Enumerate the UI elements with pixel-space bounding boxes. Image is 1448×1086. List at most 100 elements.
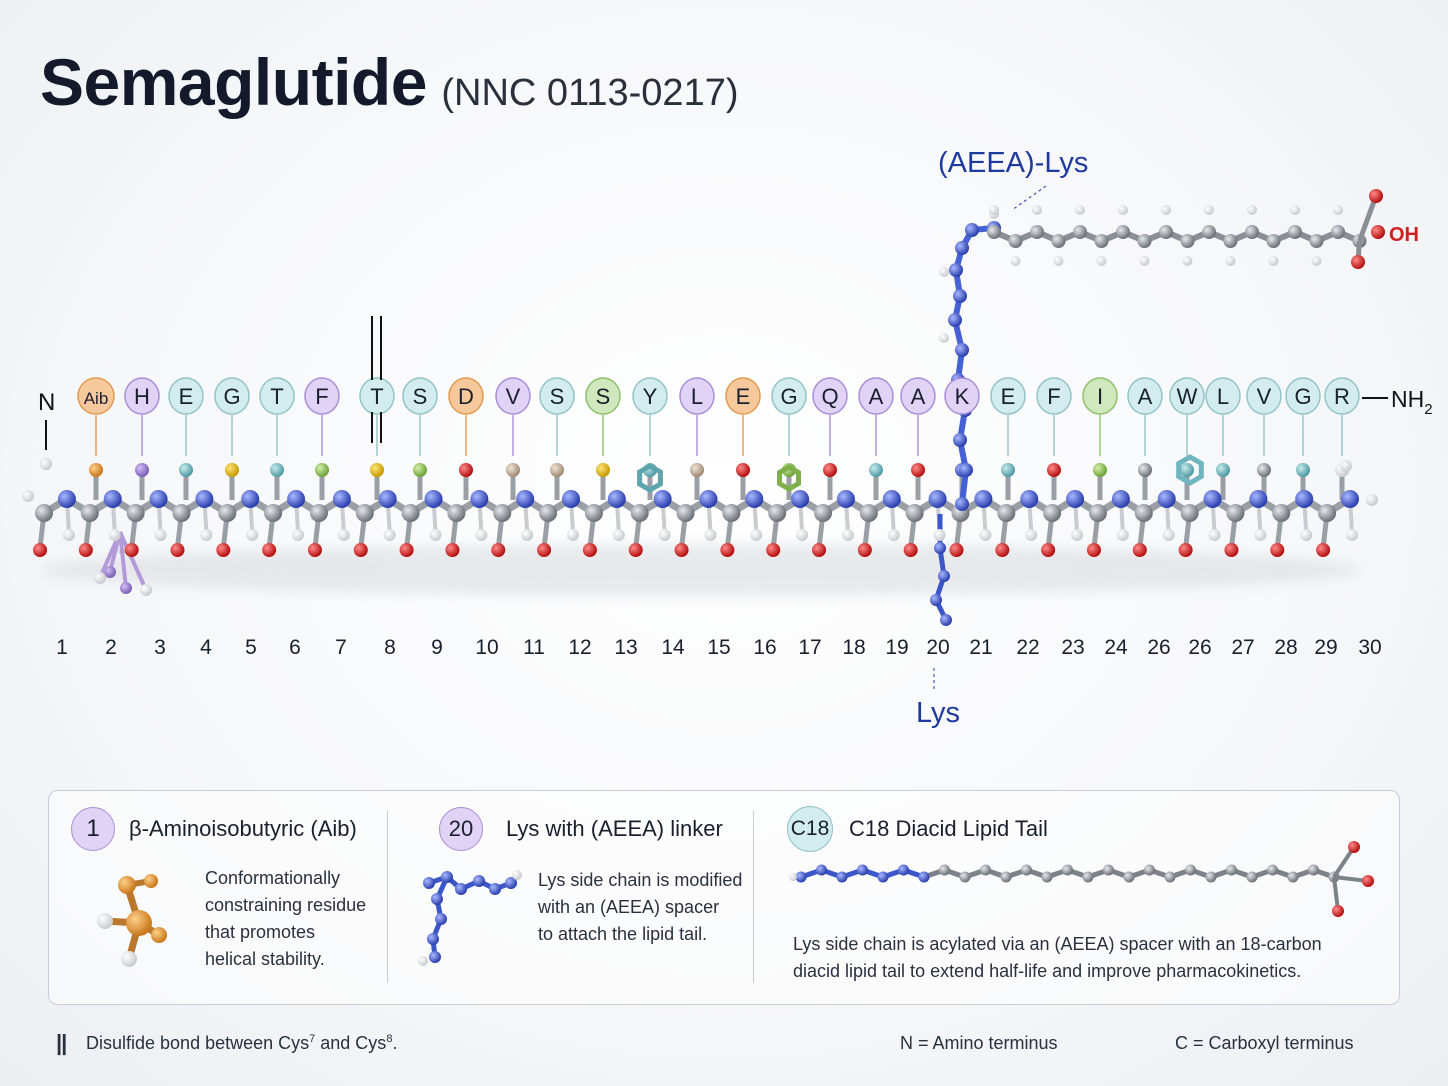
legend-lipid-atom [1123,871,1135,883]
residue-label-circle [214,377,250,415]
hydrogen-atom [704,529,717,541]
lipid-hydrogen [1139,256,1150,266]
legend-lipid-atom [1267,864,1278,876]
carbon-atom [1180,504,1199,522]
legend-lipid-atom [1041,871,1053,883]
legend-lipid-badge: C18 [787,806,833,852]
carbon-atom [80,504,99,522]
legend-lipid-atom [1082,871,1094,883]
lipid-hydrogen [1311,256,1322,266]
c18-lipid-tail-structure [987,189,1385,269]
lipid-carbon [1030,225,1044,239]
aib-molecule-icon [97,874,167,967]
legend-lipid-atom [1287,871,1299,883]
carboxylic-acid-oh-label: OH [1389,224,1419,246]
legend-lipid-atom [795,871,807,883]
residue-letter: A [911,384,926,409]
residue-number: 26 [1147,636,1170,659]
residue-letter: G [223,384,240,409]
residue-number: 5 [245,636,257,659]
legend-aib-line-2: constraining residue [205,895,367,915]
aib-branch-atom [140,584,152,596]
legend-aib-line-1: Conformationally [205,868,341,888]
carbon-atom [126,504,145,522]
residue-number: 29 [1314,636,1337,659]
acid-oxygen [1351,255,1365,269]
phenylalanine-ring [777,464,801,492]
oxygen-atom [1041,543,1056,557]
oxygen-atom [1132,543,1147,557]
side-chain-atom [225,463,239,477]
legend-lys-description: Lys side chain is modified with an (AEEA… [538,867,742,948]
oxygen-atom [124,543,139,557]
legend-aib-badge: 1 [71,807,115,851]
residue-numbers: 1 2 3 4 5 6 7 8 9 10 11 12 13 14 15 16 17 18 19 20 21 22 23 24 2… [56,636,1382,659]
oxygen-atom [78,543,93,557]
residue-letter: Aib [84,389,109,408]
legend-lipid-atom [1246,871,1258,883]
nitrogen-atom [332,490,351,508]
lipid-hydrogen [1182,256,1193,266]
lipid-hydrogen [1053,256,1064,266]
legend-lipid-atom [1000,871,1012,883]
lipid-carbon [1245,225,1259,239]
lipid-carbon [1116,225,1130,239]
hydrogen-atom [750,529,763,541]
lipid-carbon [1288,225,1302,239]
residue-label-circle [402,377,438,415]
legend-aib-title: β-Aminoisobutyric (Aib) [129,816,357,841]
nitrogen-atom [882,490,901,508]
residue-number: 28 [1274,636,1297,659]
lipid-hydrogen [1096,256,1107,266]
side-chain-atom [135,463,149,477]
residue-label-circle [1246,377,1282,415]
residue-label-circle [124,377,160,415]
residue-letter: F [315,384,328,409]
side-chain-atom [1257,463,1271,477]
linker-atom [949,263,963,277]
residue-label-circle [771,377,807,415]
residue-letter: F [1047,384,1060,409]
residue-number: 8 [384,636,396,659]
nitrogen-atom [1066,490,1085,508]
residue-label-circle [1127,377,1163,415]
nitrogen-atom [1111,490,1130,508]
legend-lipid-atom [980,864,991,876]
legend-divider-2 [753,811,754,983]
nitrogen-atom [149,490,168,508]
residue-number: 1 [56,636,68,659]
lipid-hydrogen [1268,256,1279,266]
aib-branch-atom [104,566,116,578]
lipid-carbon [1180,234,1195,248]
residue-label-circle [1082,377,1118,415]
lipid-carbon [1094,234,1109,248]
oxygen-atom [170,543,185,557]
residue-label-circle [900,377,936,415]
oxygen-atom [857,543,872,557]
aib-branch-bond [118,531,128,589]
residue-letter: W [1177,384,1198,409]
residue-labels: Aib H E G T F T S D V S S Y L E G Q A A K E F I A W L V G R [77,377,1360,415]
hydrogen-atom [1162,529,1175,541]
oxygen-atom [903,543,918,557]
side-chain-atom [506,463,520,477]
carbon-atom [1318,504,1337,522]
carbon-atom [1272,504,1291,522]
residue-label-circle [168,377,204,415]
side-chain-atom [823,463,837,477]
legend-lys-title: Lys with (AEEA) linker [506,816,723,841]
residue-letter: R [1334,384,1350,409]
legend-lipid-atom [1308,864,1319,876]
residue-label-circle [495,377,531,415]
residue-number: 6 [289,636,301,659]
acid-bond [1357,195,1379,242]
legend-lipid-atom [1226,864,1237,876]
carbon-atom [264,504,283,522]
residue-letter: T [370,384,383,409]
nitrogen-atom [1295,490,1314,508]
lipid-hydrogen [1161,205,1171,215]
lipid-tail-molecule-icon [789,841,1374,917]
residue-letter: D [458,384,474,409]
side-chain-atom [89,463,103,477]
hydrogen-atom [521,529,534,541]
